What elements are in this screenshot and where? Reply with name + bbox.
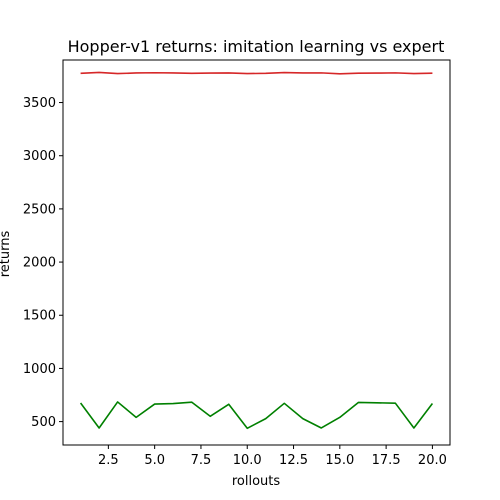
chart-title: Hopper-v1 returns: imitation learning vs…: [68, 37, 445, 56]
y-tick-label: 500: [31, 415, 56, 430]
y-tick-label: 3500: [23, 96, 56, 111]
x-tick-label: 7.5: [191, 453, 212, 468]
y-tick-label: 1000: [23, 362, 56, 377]
y-tick-label: 1500: [23, 309, 56, 324]
series-line-1: [79, 401, 434, 430]
plot-area: 2.5 5.0 7.5 10.0 12.5 15.0 17.5 20.0 500 1000 1500…: [23, 59, 451, 468]
x-tick-label: 12.5: [279, 453, 308, 468]
y-tick-label: 2000: [23, 256, 56, 271]
x-tick-label: 10.0: [233, 453, 262, 468]
x-tick-label: 20.0: [418, 453, 447, 468]
x-tick-label: 15.0: [325, 453, 354, 468]
y-tick-label: 3000: [23, 149, 56, 164]
y-axis-label: returns: [0, 231, 13, 278]
series-line-0: [80, 71, 433, 75]
x-tick-label: 5.0: [144, 453, 165, 468]
x-axis-label: rollouts: [232, 474, 281, 489]
x-tick-label: 17.5: [372, 453, 401, 468]
axes-frame: [62, 59, 451, 446]
y-tick-label: 2500: [23, 202, 56, 217]
x-tick-label: 2.5: [98, 453, 119, 468]
